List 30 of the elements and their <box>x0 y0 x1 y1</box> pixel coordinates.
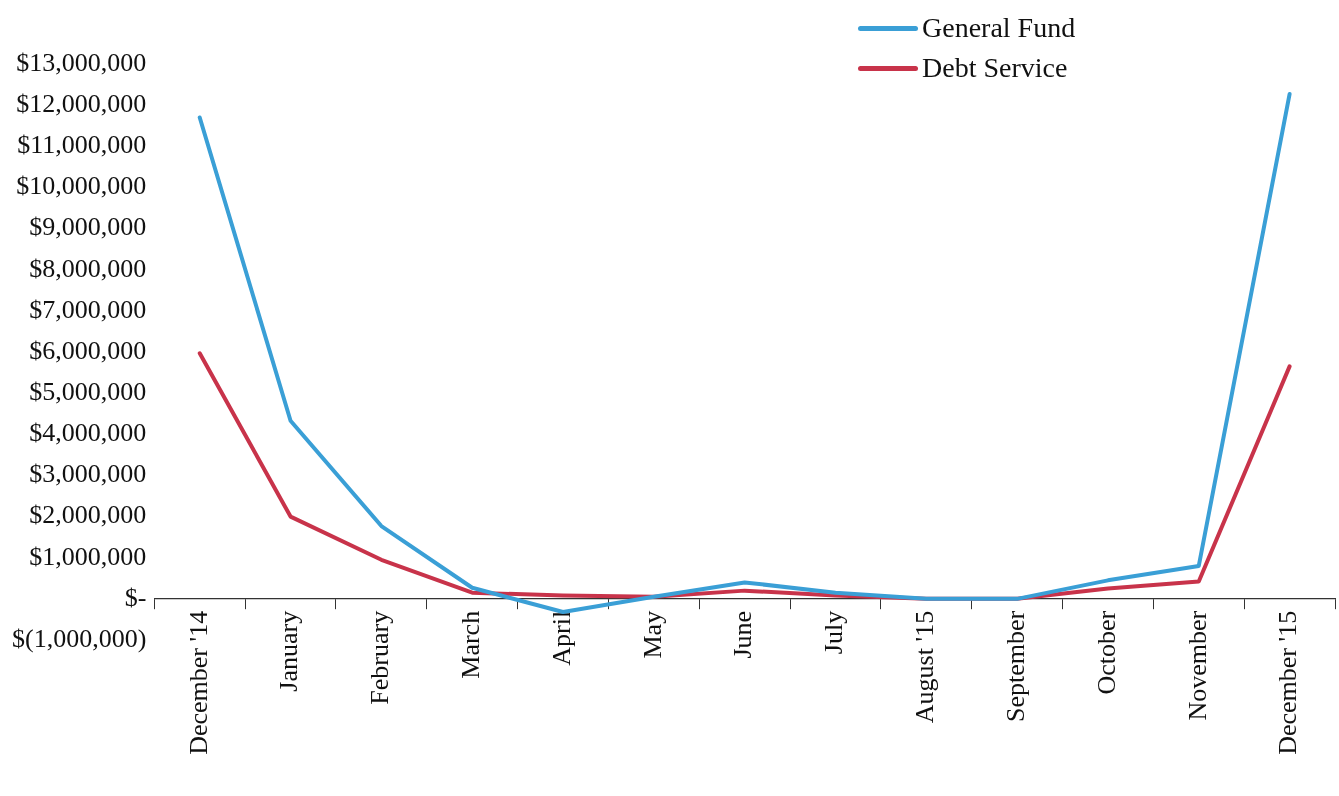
y-tick-label: $10,000,000 <box>16 171 147 201</box>
x-tick-label: December '14 <box>183 610 213 755</box>
y-tick-label: $8,000,000 <box>29 253 147 283</box>
y-tick-label: $11,000,000 <box>17 130 147 160</box>
x-tick-label: April <box>546 610 576 666</box>
x-tick-label: September <box>1000 610 1030 723</box>
y-tick-label: $7,000,000 <box>29 294 147 324</box>
x-tick-label: November <box>1182 610 1212 721</box>
y-tick-label: $9,000,000 <box>29 212 147 242</box>
x-tick-label: October <box>1091 610 1121 695</box>
y-tick-label: $6,000,000 <box>29 335 147 365</box>
y-tick-label: $(1,000,000) <box>11 623 147 653</box>
y-tick-label: $4,000,000 <box>29 418 147 448</box>
y-tick-label: $- <box>124 582 147 612</box>
x-tick-label: January <box>274 610 304 692</box>
x-tick-label: June <box>728 610 758 659</box>
x-tick-label: August '15 <box>910 610 940 724</box>
legend-label: Debt Service <box>922 52 1068 84</box>
x-tick-label: May <box>637 610 667 659</box>
x-tick-label: February <box>365 610 395 705</box>
x-tick-label: July <box>819 610 849 655</box>
y-tick-label: $12,000,000 <box>16 88 147 118</box>
y-tick-label: $3,000,000 <box>29 459 147 489</box>
y-tick-label: $2,000,000 <box>29 500 147 530</box>
y-tick-label: $5,000,000 <box>29 376 147 406</box>
legend-label: General Fund <box>922 12 1076 44</box>
x-tick-label: March <box>456 610 486 679</box>
y-tick-label: $13,000,000 <box>16 47 147 77</box>
y-tick-label: $1,000,000 <box>29 541 147 571</box>
x-tick-label: December '15 <box>1273 610 1303 755</box>
